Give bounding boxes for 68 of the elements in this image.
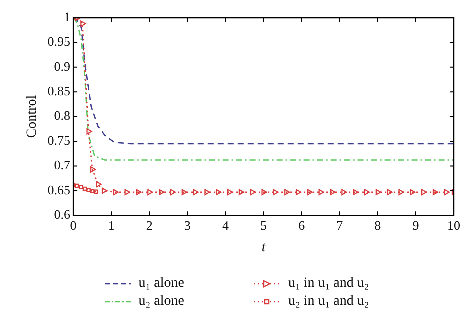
y-tick-label: 1 — [64, 9, 71, 24]
x-tick-label: 7 — [336, 218, 344, 233]
x-tick-label: 3 — [184, 218, 191, 233]
point — [113, 189, 119, 196]
point — [136, 189, 142, 196]
y-tick-label: 0.9 — [54, 58, 71, 74]
point — [79, 185, 84, 190]
point — [90, 166, 96, 173]
point — [422, 189, 428, 196]
point — [398, 189, 404, 196]
point — [90, 189, 95, 194]
point — [296, 189, 302, 196]
point — [80, 20, 86, 28]
point — [193, 189, 199, 196]
x-tick-label: 6 — [298, 218, 306, 233]
x-tick-label: 10 — [448, 218, 460, 233]
x-tick-label: 5 — [260, 218, 268, 233]
point — [330, 189, 336, 196]
point — [342, 189, 348, 196]
point — [216, 189, 222, 196]
y-tick-label: 0.65 — [48, 182, 71, 198]
point — [148, 189, 154, 196]
x-tick-label: 4 — [222, 218, 230, 233]
legend-label: u₁ alone — [138, 276, 184, 292]
point — [182, 189, 188, 196]
point — [250, 189, 256, 196]
point — [444, 189, 450, 196]
point — [227, 189, 234, 196]
y-tick-label: 0.8 — [54, 108, 71, 124]
line-series — [74, 183, 98, 194]
point — [353, 189, 359, 196]
point — [262, 189, 268, 196]
point — [318, 189, 324, 196]
legend-label: u₂ alone — [138, 294, 184, 310]
point — [410, 189, 416, 196]
point — [432, 189, 439, 196]
point — [102, 188, 108, 194]
point — [82, 186, 88, 192]
point — [170, 189, 176, 196]
point — [124, 189, 130, 196]
point — [376, 189, 382, 196]
point — [284, 189, 290, 196]
point — [86, 188, 91, 193]
y-tick-label: 0.95 — [48, 34, 71, 50]
x-tick-label: 9 — [412, 218, 420, 233]
legend-label: u₁ in u₁ and u₂ — [288, 276, 370, 292]
point — [273, 189, 279, 196]
point — [75, 184, 80, 188]
x-tick-label: 8 — [374, 218, 382, 233]
legend-label: u₂ in u₁ and u₂ — [288, 294, 370, 310]
point — [307, 189, 313, 196]
y-tick-label: 0.6 — [54, 207, 72, 222]
point — [387, 189, 393, 196]
y-axis-title: Control — [25, 95, 40, 138]
y-tick-label: 0.7 — [54, 158, 72, 173]
y-tick-label: 0.75 — [48, 132, 71, 148]
point — [96, 181, 102, 188]
x-tick-label: 2 — [146, 218, 153, 233]
point — [364, 189, 370, 196]
point — [159, 189, 165, 196]
point — [94, 190, 98, 194]
point — [204, 189, 210, 196]
x-tick-label: 0 — [70, 218, 77, 233]
x-axis-title: t — [262, 240, 267, 256]
point — [86, 128, 92, 135]
point — [238, 189, 244, 196]
x-tick-label: 1 — [108, 218, 115, 233]
y-tick-label: 0.85 — [48, 84, 71, 99]
